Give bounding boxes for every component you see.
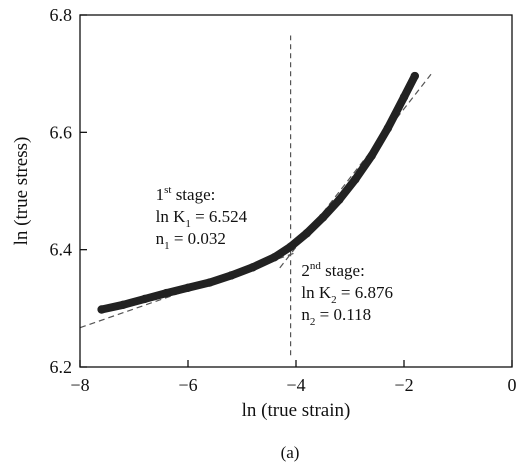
data-point	[351, 175, 360, 184]
data-point	[286, 242, 295, 251]
axis-ticks: −8 −6 −4 −2 0 6.2 6.4 6.6 6.8	[50, 5, 517, 395]
data-point	[335, 195, 344, 204]
x-tick-label: −2	[394, 375, 413, 395]
data-point	[227, 271, 236, 280]
data-point	[205, 278, 214, 287]
annotation-1-line-2: ln K1 = 6.524	[156, 207, 248, 230]
plot-frame	[79, 14, 513, 368]
figure-caption: (a)	[281, 443, 300, 462]
data-point	[183, 283, 193, 292]
data-point	[410, 71, 419, 81]
x-tick-label: 0	[508, 375, 517, 395]
x-tick-label: −4	[286, 375, 305, 395]
y-tick-label: 6.4	[50, 240, 73, 260]
data-point	[399, 92, 409, 102]
data-series-line-1	[97, 72, 419, 314]
y-tick-label: 6.8	[50, 5, 73, 25]
data-point	[270, 253, 279, 262]
data-point	[302, 229, 311, 238]
data-point	[318, 213, 328, 222]
y-tick-label: 6.6	[50, 122, 73, 142]
data-point	[119, 300, 128, 310]
annotation-2-line-1: 2nd stage:	[301, 260, 364, 280]
x-tick-label: −8	[70, 375, 89, 395]
data-point	[162, 288, 171, 298]
y-tick-label: 6.2	[50, 357, 73, 377]
annotation-2-line-2: ln K2 = 6.876	[301, 283, 393, 306]
data-point	[248, 263, 257, 272]
plot-marks	[79, 35, 432, 356]
annotation-1-line-3: n1 = 0.032	[156, 229, 226, 252]
x-axis-title: ln (true strain)	[242, 400, 351, 421]
data-point	[97, 305, 106, 314]
x-tick-label: −6	[178, 375, 197, 395]
data-point	[367, 151, 376, 160]
annotation-2-line-3: n2 = 0.118	[301, 305, 371, 328]
data-point	[383, 124, 392, 133]
annotation-1-line-1: 1st stage:	[156, 184, 216, 204]
y-axis-title: ln (true stress)	[11, 137, 32, 246]
data-point	[140, 294, 149, 304]
